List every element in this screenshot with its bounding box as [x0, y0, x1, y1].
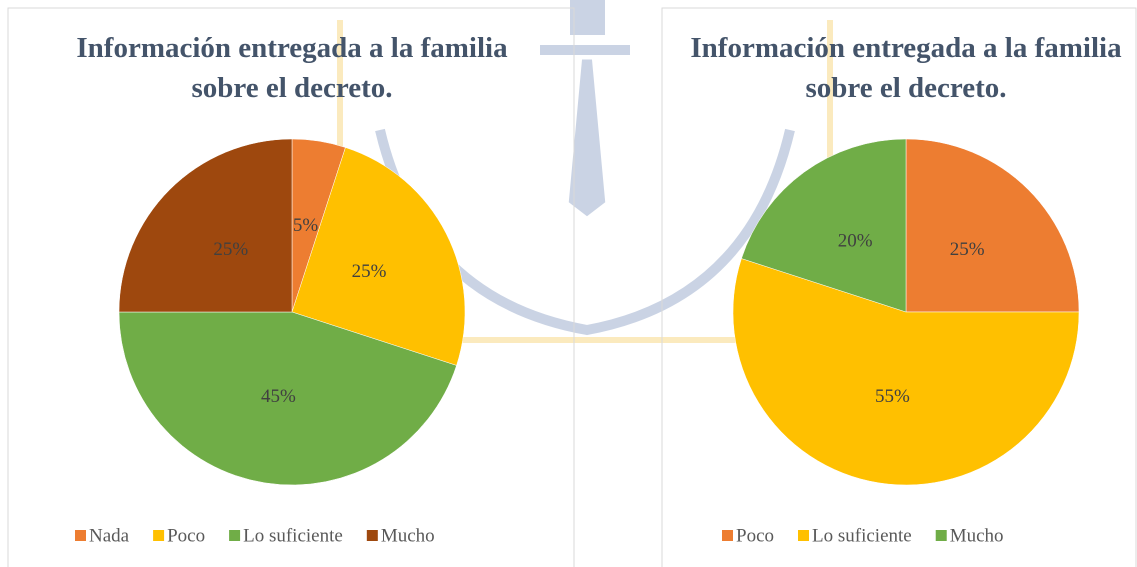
legend-label: Poco: [736, 525, 774, 546]
chart-title: Información entregada a la familia sobre…: [690, 32, 1122, 104]
data-label: 25%: [950, 239, 985, 260]
data-label: 55%: [875, 386, 910, 407]
pie-slice: [732, 258, 1080, 486]
pie-slice: [118, 311, 457, 486]
data-label: 25%: [213, 239, 248, 260]
data-label: 25%: [352, 261, 387, 282]
legend-label: Lo suficiente: [812, 525, 912, 546]
pie-slice: [291, 147, 466, 366]
pie-slice: [118, 138, 293, 313]
legend-label: Lo suficiente: [243, 525, 343, 546]
legend-swatch: [75, 530, 86, 541]
chart-title: Información entregada a la familia sobre…: [76, 32, 508, 104]
legend-swatch: [798, 530, 809, 541]
legend-label: Nada: [89, 525, 130, 546]
legend-swatch: [366, 530, 378, 541]
pie-slice: [741, 138, 907, 313]
legend-swatch: [153, 530, 165, 541]
panel-border: [661, 7, 1137, 567]
data-label: 5%: [293, 215, 319, 236]
legend-label: Mucho: [950, 525, 1004, 546]
legend-label: Poco: [167, 525, 205, 546]
panel-border: [7, 7, 575, 567]
pie-slice: [905, 138, 1080, 313]
legend-swatch: [229, 530, 241, 541]
legend-swatch: [722, 530, 733, 541]
legend-swatch: [935, 530, 947, 541]
legend-label: Mucho: [381, 525, 435, 546]
data-label: 45%: [261, 386, 296, 407]
data-label: 20%: [838, 230, 873, 251]
